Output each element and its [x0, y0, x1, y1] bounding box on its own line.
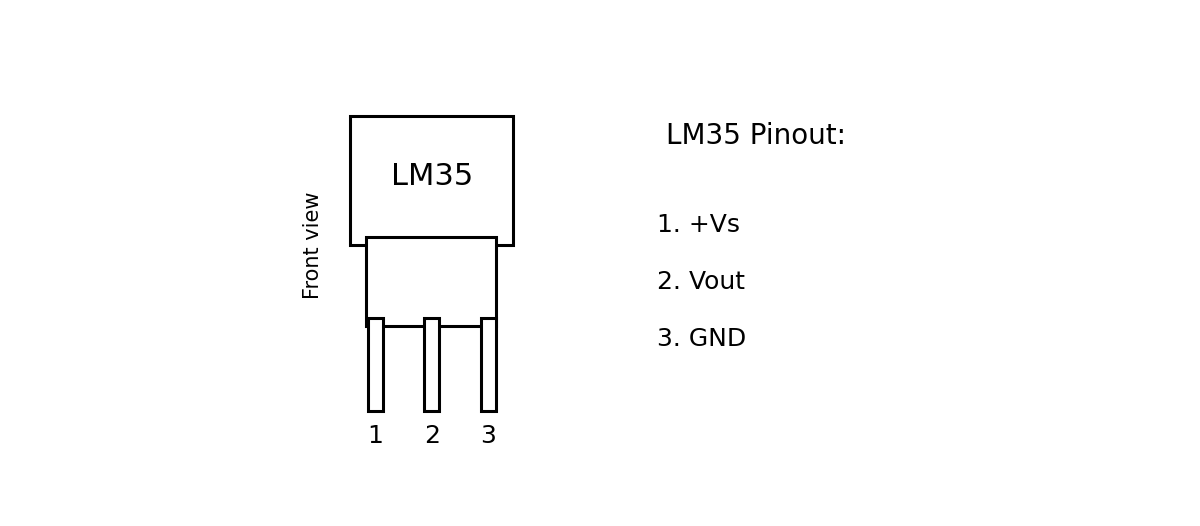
- Bar: [481, 318, 496, 411]
- Bar: [366, 237, 496, 326]
- Text: 1. +Vs: 1. +Vs: [656, 213, 740, 237]
- Text: 1: 1: [367, 424, 383, 448]
- Bar: [350, 116, 512, 245]
- Text: 2: 2: [424, 424, 439, 448]
- Bar: [425, 318, 439, 411]
- Bar: [367, 318, 383, 411]
- Text: 3. GND: 3. GND: [656, 327, 746, 350]
- Text: Front view: Front view: [302, 191, 323, 299]
- Text: LM35: LM35: [391, 162, 473, 191]
- Text: 2. Vout: 2. Vout: [656, 270, 745, 294]
- Text: 3: 3: [480, 424, 497, 448]
- Text: LM35 Pinout:: LM35 Pinout:: [666, 122, 846, 150]
